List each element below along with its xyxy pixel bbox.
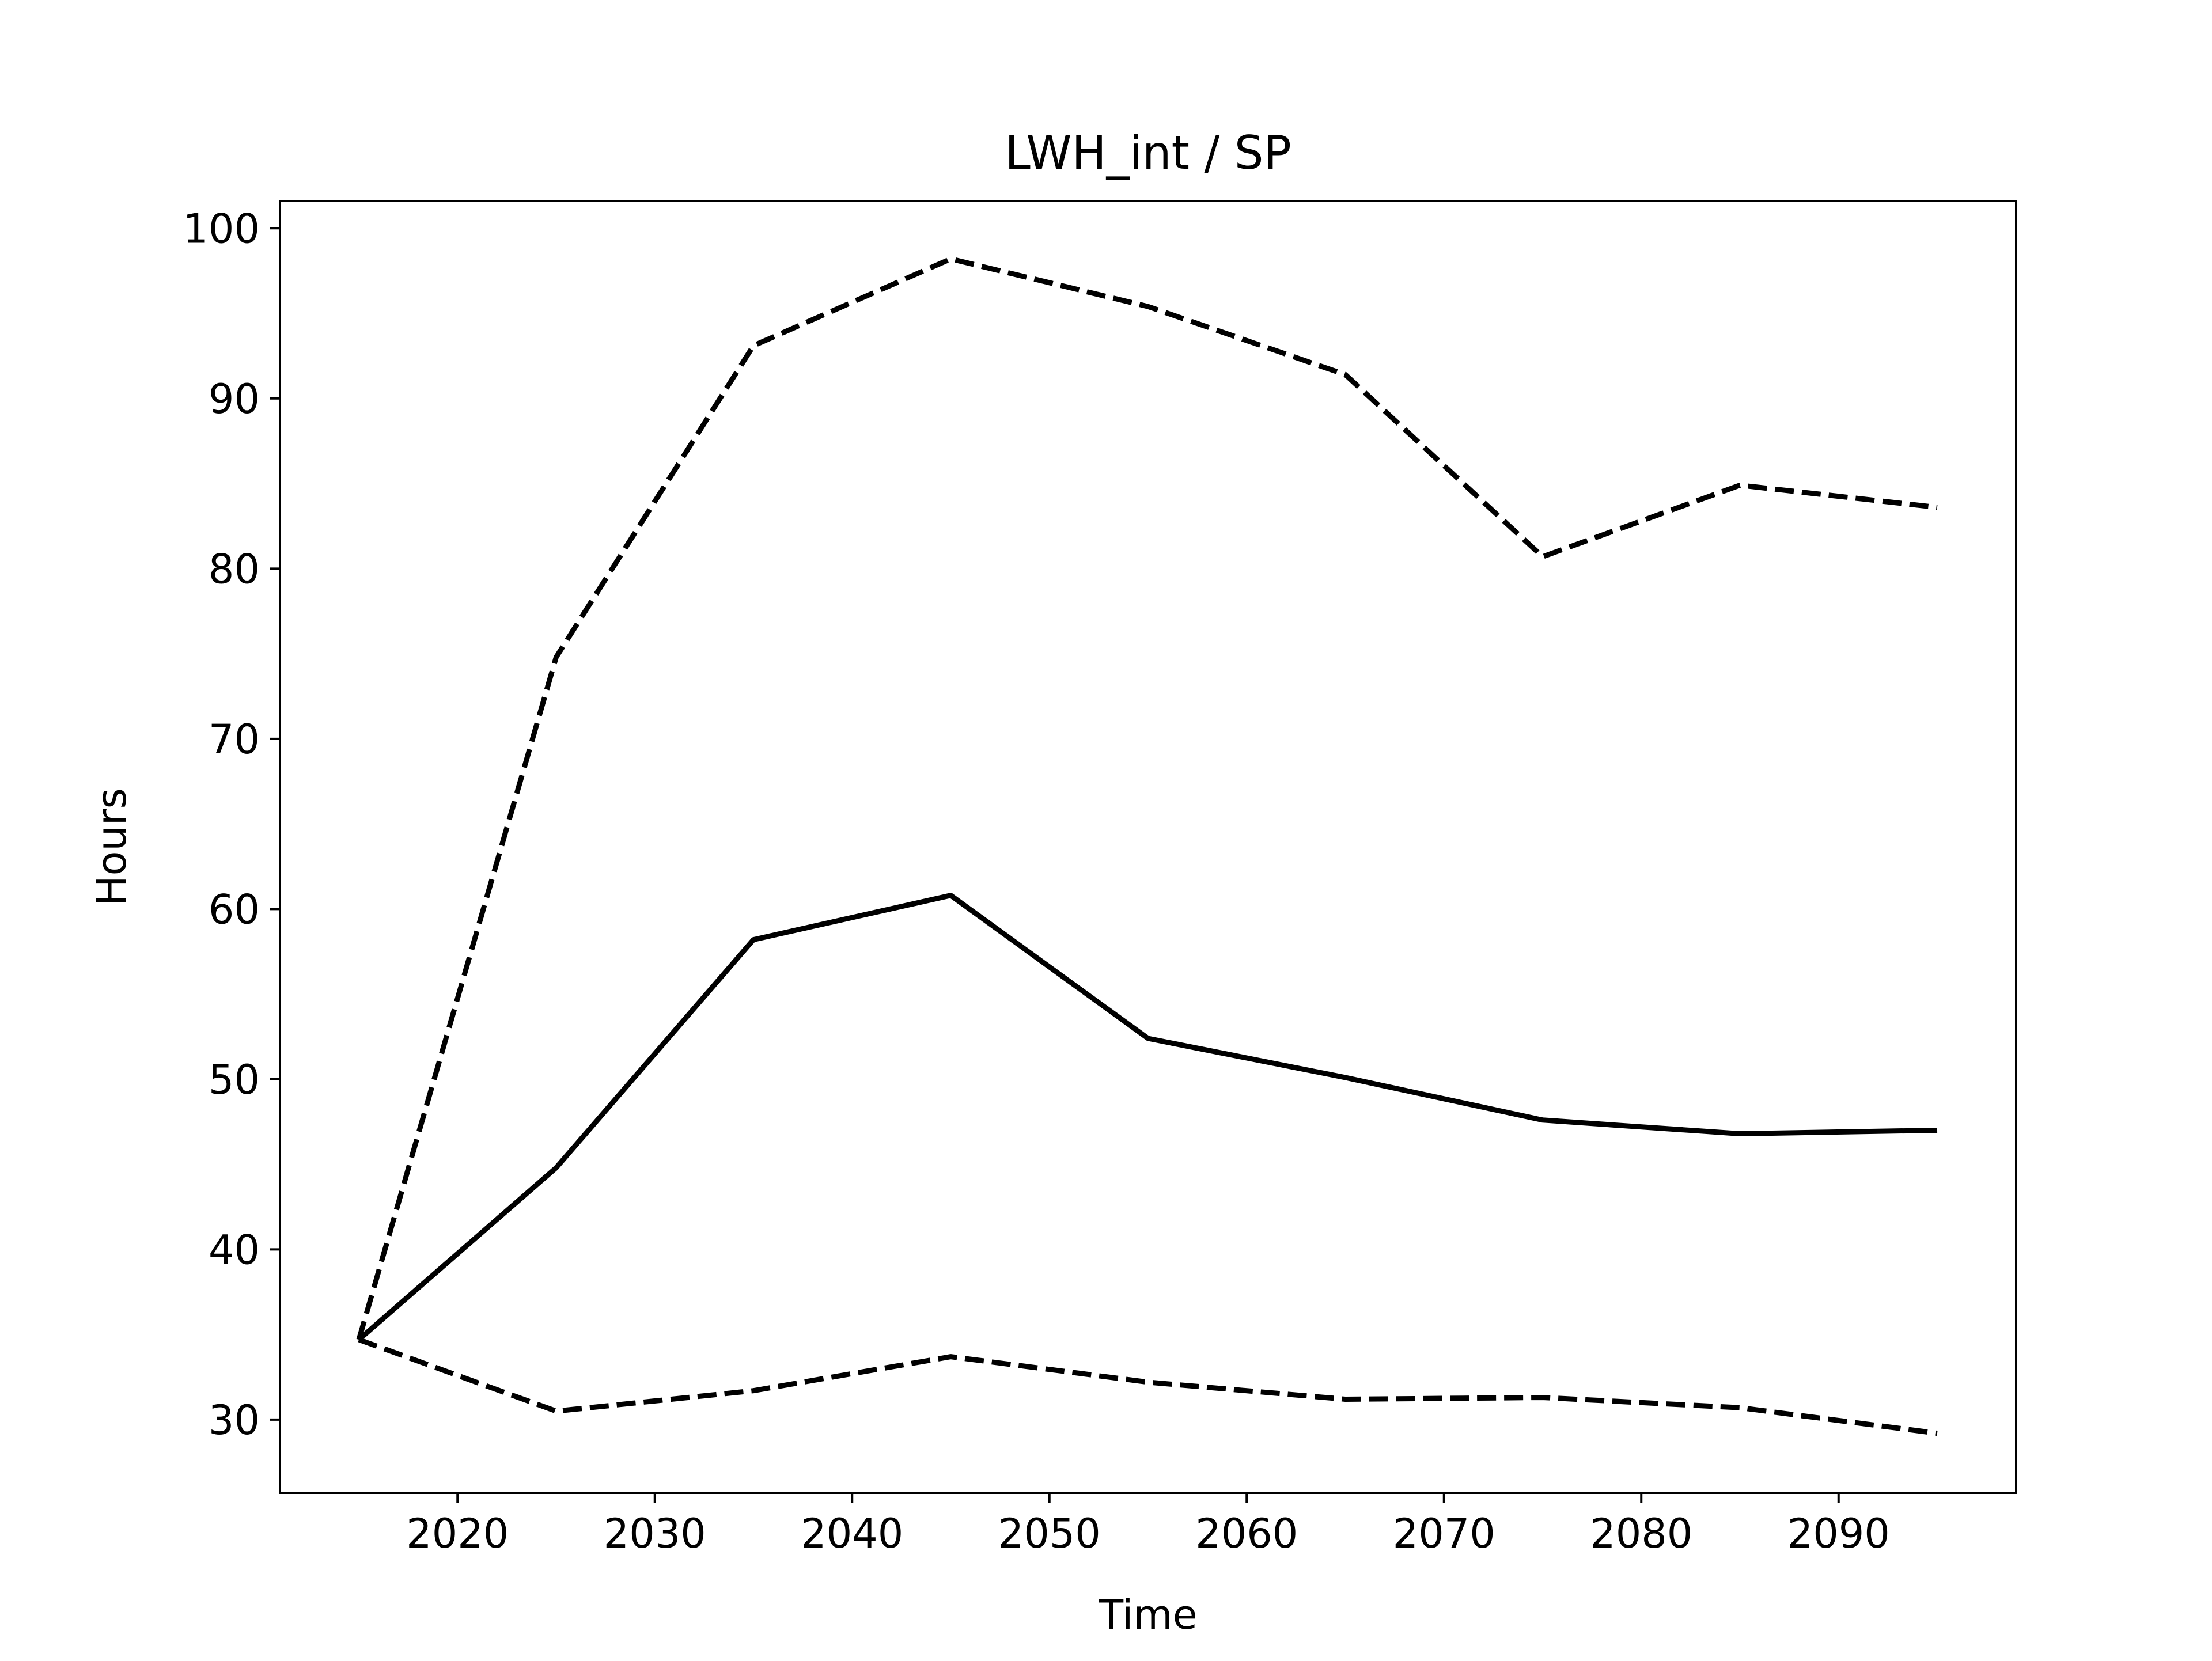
plot-frame [279, 200, 2017, 1494]
y-tick-label: 40 [209, 1226, 260, 1273]
y-tick-label: 90 [209, 376, 260, 423]
y-tick-label: 30 [209, 1397, 260, 1444]
series-line-lower-bound-line [358, 1337, 1938, 1436]
y-axis-label: Hours [88, 788, 135, 906]
series-line-upper-bound-line [356, 256, 1938, 1341]
chart-title: LWH_int / SP [1005, 126, 1291, 180]
x-axis-label: Time [1098, 1591, 1197, 1639]
y-axis: 30 40 50 60 70 80 90 100 [183, 205, 280, 1444]
x-tick-label: 2040 [801, 1510, 903, 1557]
series-layer [356, 256, 1938, 1436]
y-tick-label: 80 [209, 545, 260, 593]
y-tick-label: 70 [209, 716, 260, 763]
y-tick-label: 50 [209, 1056, 260, 1103]
x-tick-label: 2050 [998, 1510, 1101, 1557]
x-tick-label: 2020 [406, 1510, 509, 1557]
y-tick-label: 60 [209, 886, 260, 933]
y-tick-label: 100 [183, 205, 260, 252]
x-axis: 2020 2030 2040 2050 2060 2070 2080 2090 [406, 1493, 1890, 1557]
x-tick-label: 2030 [604, 1510, 706, 1557]
x-tick-label: 2060 [1195, 1510, 1298, 1557]
series-line-median-line [357, 893, 1938, 1342]
x-tick-label: 2080 [1590, 1510, 1692, 1557]
x-tick-label: 2090 [1787, 1510, 1890, 1557]
x-tick-label: 2070 [1393, 1510, 1495, 1557]
